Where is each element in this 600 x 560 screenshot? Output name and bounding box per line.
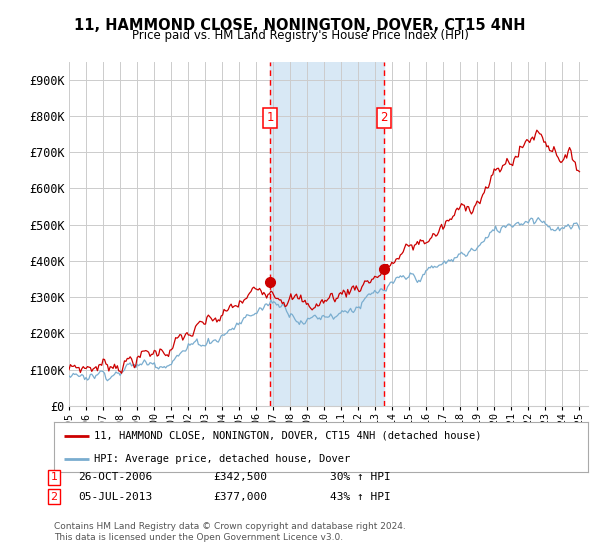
Text: 26-OCT-2006: 26-OCT-2006 (78, 472, 152, 482)
Text: Contains HM Land Registry data © Crown copyright and database right 2024.
This d: Contains HM Land Registry data © Crown c… (54, 522, 406, 542)
Text: 1: 1 (266, 111, 274, 124)
Text: 11, HAMMOND CLOSE, NONINGTON, DOVER, CT15 4NH: 11, HAMMOND CLOSE, NONINGTON, DOVER, CT1… (74, 18, 526, 33)
Bar (270, 62, 384, 406)
Text: £377,000: £377,000 (213, 492, 267, 502)
Text: 2: 2 (380, 111, 388, 124)
Text: 2: 2 (50, 492, 58, 502)
Text: HPI: Average price, detached house, Dover: HPI: Average price, detached house, Dove… (94, 454, 350, 464)
Text: 11, HAMMOND CLOSE, NONINGTON, DOVER, CT15 4NH (detached house): 11, HAMMOND CLOSE, NONINGTON, DOVER, CT1… (94, 431, 482, 441)
Text: 1: 1 (50, 472, 58, 482)
Text: Price paid vs. HM Land Registry's House Price Index (HPI): Price paid vs. HM Land Registry's House … (131, 29, 469, 42)
Text: £342,500: £342,500 (213, 472, 267, 482)
Text: 05-JUL-2013: 05-JUL-2013 (78, 492, 152, 502)
Text: 43% ↑ HPI: 43% ↑ HPI (330, 492, 391, 502)
Text: 30% ↑ HPI: 30% ↑ HPI (330, 472, 391, 482)
